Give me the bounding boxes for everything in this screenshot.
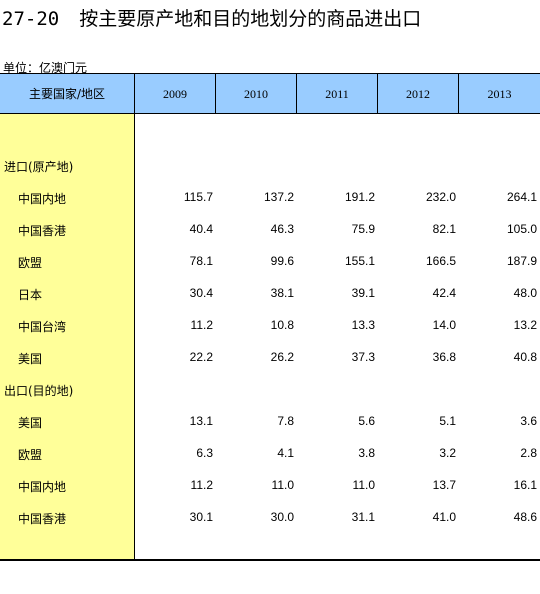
- row-label: 中国香港: [18, 224, 67, 238]
- table-number: 27-20: [2, 8, 60, 30]
- cell-value: 46.3: [270, 222, 294, 236]
- cell-value: 137.2: [263, 190, 294, 204]
- cell-value: 78.1: [189, 254, 213, 268]
- cell-value: 4.1: [277, 446, 294, 460]
- cell-value: 3.8: [358, 446, 375, 460]
- cell-value: 11.0: [271, 478, 294, 492]
- cell-value: 105.0: [506, 222, 537, 236]
- cell-value: 39.1: [351, 286, 375, 300]
- cell-value: 37.3: [351, 350, 375, 364]
- table-title: 27-20 按主要原产地和目的地划分的商品进出口: [2, 4, 421, 31]
- row-label: 美国: [18, 352, 43, 366]
- cell-value: 42.4: [432, 286, 456, 300]
- row-label: 美国: [18, 416, 43, 430]
- cell-value: 16.1: [513, 478, 537, 492]
- unit-label: 单位：亿澳门元: [3, 61, 88, 75]
- header-divider: [134, 74, 135, 114]
- table-row: 美国 13.1 7.8 5.6 5.1 3.6: [0, 406, 540, 438]
- cell-value: 166.5: [425, 254, 456, 268]
- cell-value: 36.8: [432, 350, 456, 364]
- top-rule: [0, 73, 540, 74]
- cell-value: 40.4: [189, 222, 213, 236]
- cell-value: 3.6: [520, 414, 537, 428]
- header-year-2010: 2010: [244, 87, 268, 101]
- cell-value: 3.2: [439, 446, 456, 460]
- row-label: 中国内地: [18, 480, 67, 494]
- cell-value: 264.1: [506, 190, 537, 204]
- cell-value: 82.1: [432, 222, 456, 236]
- row-label: 日本: [18, 288, 43, 302]
- cell-value: 30.1: [189, 510, 213, 524]
- cell-value: 13.7: [432, 478, 456, 492]
- cell-value: 10.8: [270, 318, 294, 332]
- cell-value: 187.9: [506, 254, 537, 268]
- row-label: 中国台湾: [18, 320, 67, 334]
- cell-value: 191.2: [344, 190, 375, 204]
- cell-value: 22.2: [189, 350, 213, 364]
- cell-value: 48.0: [513, 286, 537, 300]
- table-row: 日本 30.4 38.1 39.1 42.4 48.0: [0, 278, 540, 310]
- cell-value: 41.0: [432, 510, 456, 524]
- header-divider: [377, 74, 378, 114]
- header-divider: [458, 74, 459, 114]
- cell-value: 115.7: [183, 190, 213, 204]
- row-label: 中国香港: [18, 512, 67, 526]
- cell-value: 13.1: [189, 414, 213, 428]
- cell-value: 13.2: [513, 318, 537, 332]
- cell-value: 13.3: [351, 318, 375, 332]
- table-title-text: 按主要原产地和目的地划分的商品进出口: [79, 8, 422, 30]
- cell-value: 155.1: [344, 254, 375, 268]
- table-row: 中国内地 115.7 137.2 191.2 232.0 264.1: [0, 182, 540, 214]
- cell-value: 26.2: [270, 350, 294, 364]
- cell-value: 232.0: [425, 190, 456, 204]
- row-label: 欧盟: [18, 256, 43, 270]
- header-band: [0, 74, 540, 114]
- cell-value: 5.6: [358, 414, 375, 428]
- cell-value: 40.8: [513, 350, 537, 364]
- stub-divider: [134, 114, 135, 560]
- bottom-rule: [0, 559, 540, 561]
- table-row: 欧盟 78.1 99.6 155.1 166.5 187.9: [0, 246, 540, 278]
- table-row: 中国香港 30.1 30.0 31.1 41.0 48.6: [0, 502, 540, 534]
- section-label: 进口(原产地): [4, 160, 74, 174]
- row-label: 欧盟: [18, 448, 43, 462]
- cell-value: 30.0: [270, 510, 294, 524]
- cell-value: 11.0: [352, 478, 375, 492]
- header-year-2009: 2009: [163, 87, 187, 101]
- cell-value: 75.9: [351, 222, 375, 236]
- cell-value: 38.1: [270, 286, 294, 300]
- cell-value: 2.8: [520, 446, 537, 460]
- header-year-2013: 2013: [487, 87, 512, 101]
- row-label: 中国内地: [18, 192, 67, 206]
- section-label: 出口(目的地): [4, 384, 74, 398]
- section-row-imports: 进口(原产地): [0, 150, 540, 182]
- cell-value: 6.3: [196, 446, 213, 460]
- header-stub: 主要国家/地区: [28, 87, 106, 101]
- cell-value: 48.6: [513, 510, 537, 524]
- cell-value: 11.2: [190, 318, 213, 332]
- header-divider: [215, 74, 216, 114]
- table-row: 美国 22.2 26.2 37.3 36.8 40.8: [0, 342, 540, 374]
- header-bottom-rule: [0, 113, 540, 114]
- header-year-2012: 2012: [406, 87, 430, 101]
- table-row: 中国台湾 11.2 10.8 13.3 14.0 13.2: [0, 310, 540, 342]
- header-year-2011: 2011: [325, 87, 349, 101]
- stub-column-band: [0, 114, 135, 560]
- table-row: 中国香港 40.4 46.3 75.9 82.1 105.0: [0, 214, 540, 246]
- cell-value: 99.6: [270, 254, 294, 268]
- header-divider: [296, 74, 297, 114]
- cell-value: 11.2: [190, 478, 213, 492]
- cell-value: 7.8: [277, 414, 294, 428]
- cell-value: 31.1: [351, 510, 375, 524]
- cell-value: 14.0: [432, 318, 456, 332]
- section-row-exports: 出口(目的地): [0, 374, 540, 406]
- cell-value: 5.1: [439, 414, 456, 428]
- table-row: 中国内地 11.2 11.0 11.0 13.7 16.1: [0, 470, 540, 502]
- cell-value: 30.4: [189, 286, 213, 300]
- table-row: 欧盟 6.3 4.1 3.8 3.2 2.8: [0, 438, 540, 470]
